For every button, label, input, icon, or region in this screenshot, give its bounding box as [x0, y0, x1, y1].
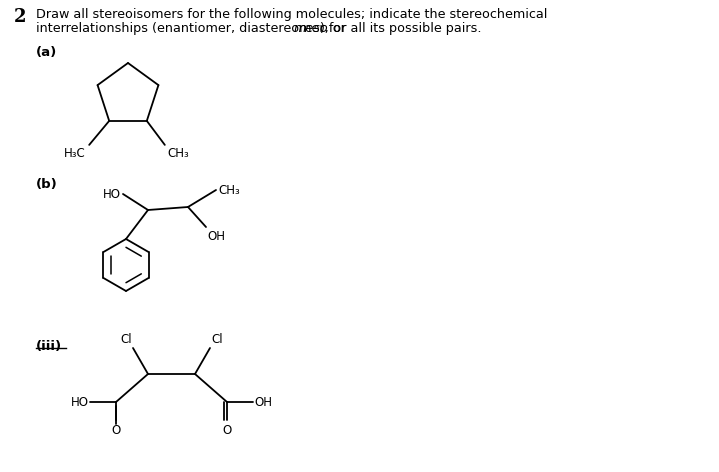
Text: CH₃: CH₃ [218, 184, 239, 196]
Text: O: O [222, 424, 232, 437]
Text: (iii): (iii) [36, 340, 62, 353]
Text: OH: OH [254, 396, 272, 408]
Text: interrelationships (enantiomer, diastereomer, or: interrelationships (enantiomer, diastere… [36, 22, 350, 35]
Text: Draw all stereoisomers for the following molecules; indicate the stereochemical: Draw all stereoisomers for the following… [36, 8, 547, 21]
Text: HO: HO [71, 396, 89, 408]
Text: meso: meso [294, 22, 329, 35]
Text: (b): (b) [36, 178, 58, 191]
Text: HO: HO [103, 187, 121, 201]
Text: CH₃: CH₃ [168, 147, 190, 160]
Text: ) for all its possible pairs.: ) for all its possible pairs. [320, 22, 482, 35]
Text: O: O [111, 424, 121, 437]
Text: OH: OH [207, 230, 225, 243]
Text: H₃C: H₃C [63, 147, 85, 160]
Text: Cl: Cl [211, 333, 223, 346]
Text: (a): (a) [36, 46, 58, 59]
Text: 2: 2 [14, 8, 27, 26]
Text: Cl: Cl [120, 333, 132, 346]
